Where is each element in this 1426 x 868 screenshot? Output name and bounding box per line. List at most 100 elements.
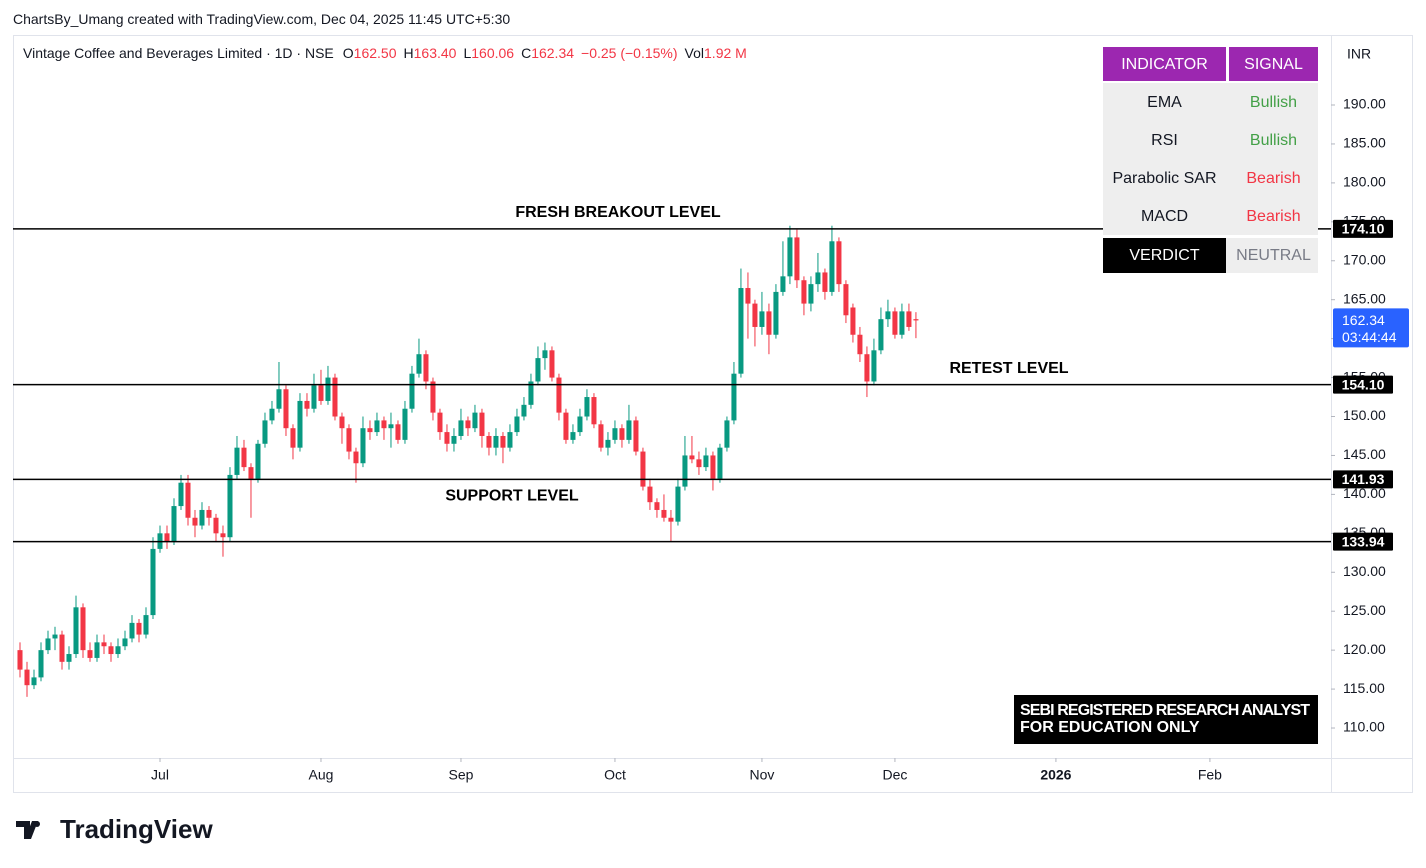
candle-body	[451, 435, 457, 444]
candle-body	[563, 412, 569, 440]
x-tick-label: Oct	[604, 767, 626, 783]
candle-body	[66, 654, 72, 662]
candle-body	[640, 451, 646, 487]
candle-body	[87, 650, 93, 658]
candle-body	[479, 412, 485, 436]
candle-body	[794, 237, 800, 281]
x-tick-label: Feb	[1198, 767, 1222, 783]
candle-body	[913, 319, 919, 321]
level-note: RETEST LEVEL	[949, 360, 1068, 377]
candle-body	[808, 284, 814, 304]
logo-icon	[34, 821, 40, 827]
table-header: SIGNAL	[1244, 56, 1303, 73]
indicator-signal: Bullish	[1250, 94, 1297, 111]
verdict-label: VERDICT	[1129, 247, 1199, 264]
candle-body	[836, 241, 842, 285]
candle-body	[493, 435, 499, 448]
candle-body	[549, 350, 555, 378]
candle-body	[45, 638, 51, 651]
candle-body	[598, 424, 604, 448]
candle-body	[143, 615, 149, 635]
candle-body	[171, 506, 177, 542]
candle-body	[822, 272, 828, 292]
candle-body	[388, 424, 394, 429]
candle-body	[675, 486, 681, 522]
level-label-bg	[1333, 219, 1393, 238]
table-header-cell	[1229, 47, 1318, 81]
x-tick-label: Sep	[449, 767, 474, 783]
candle-body	[220, 533, 226, 538]
logo: TradingView	[16, 814, 213, 844]
level-label-bg	[1333, 470, 1393, 489]
candle-body	[787, 237, 793, 277]
y-tick-label: 150.00	[1343, 407, 1386, 423]
candle-body	[584, 397, 590, 417]
y-tick-label: 115.00	[1343, 680, 1385, 696]
candle-body	[346, 428, 352, 452]
level-label-bg	[1333, 375, 1393, 394]
candle-body	[339, 416, 345, 429]
candle-body	[500, 435, 506, 448]
disclaimer-text: FOR EDUCATION ONLY	[1020, 719, 1200, 736]
candle-body	[199, 509, 205, 526]
candle-body	[528, 381, 534, 405]
candle-body	[234, 447, 240, 475]
candle-body	[570, 432, 576, 440]
candle-body	[892, 311, 898, 335]
candle-body	[269, 408, 275, 421]
indicator-signal: Bullish	[1250, 132, 1297, 149]
candle-body	[164, 533, 170, 542]
logo-text: TradingView	[60, 814, 213, 844]
legend-key: Vol	[684, 45, 705, 61]
candle-body	[703, 455, 709, 468]
y-tick-label: 185.00	[1343, 135, 1386, 151]
candle-body	[864, 354, 870, 382]
x-tick-label: Jul	[151, 767, 169, 783]
candle-body	[129, 622, 135, 639]
candle-body	[94, 642, 100, 658]
candle-body	[773, 291, 779, 335]
candle-body	[626, 420, 632, 440]
candle-body	[857, 334, 863, 355]
candle-body	[304, 400, 310, 409]
candle-body	[906, 311, 912, 327]
candle-body	[507, 432, 513, 448]
candle-body	[885, 311, 891, 320]
candle-body	[402, 408, 408, 440]
y-tick-label: 110.00	[1343, 719, 1385, 735]
candle-body	[31, 677, 37, 686]
verdict-cell	[1103, 238, 1226, 273]
chart-frame	[13, 35, 1413, 793]
y-tick-label: 145.00	[1343, 446, 1386, 462]
candle-body	[850, 307, 856, 335]
indicator-table: INDICATOR SIGNAL EMA Bullish RSI Bullish Parab…	[1103, 47, 1318, 273]
level-label-bg	[1333, 532, 1393, 551]
candle-body	[521, 404, 527, 417]
candle-body	[353, 451, 359, 464]
candle-body	[108, 646, 114, 655]
candle-body	[80, 607, 86, 651]
table-header-cell	[1103, 47, 1226, 81]
level-label: 133.94	[1342, 533, 1385, 549]
last-price-label: 162.34	[1342, 312, 1385, 328]
disclaimer-bg	[1014, 695, 1318, 744]
candle-body	[38, 650, 44, 678]
legend-value: 163.40	[413, 45, 457, 61]
candle-body	[52, 634, 58, 639]
indicator-signal: Bearish	[1246, 208, 1300, 225]
legend-key: H	[403, 45, 414, 61]
candle-body	[136, 622, 142, 635]
legend-value: 162.50	[353, 45, 397, 61]
indicator-name: RSI	[1151, 132, 1178, 149]
legend-value: 160.06	[471, 45, 515, 61]
candle-body	[409, 373, 415, 409]
candle-body	[290, 428, 296, 448]
candle-body	[311, 385, 317, 409]
candle-body	[122, 638, 128, 647]
candle-body	[710, 455, 716, 479]
level-label: 154.10	[1342, 376, 1385, 392]
candle-body	[24, 669, 30, 686]
level-note: SUPPORT LEVEL	[445, 488, 579, 505]
candle-body	[192, 517, 198, 526]
